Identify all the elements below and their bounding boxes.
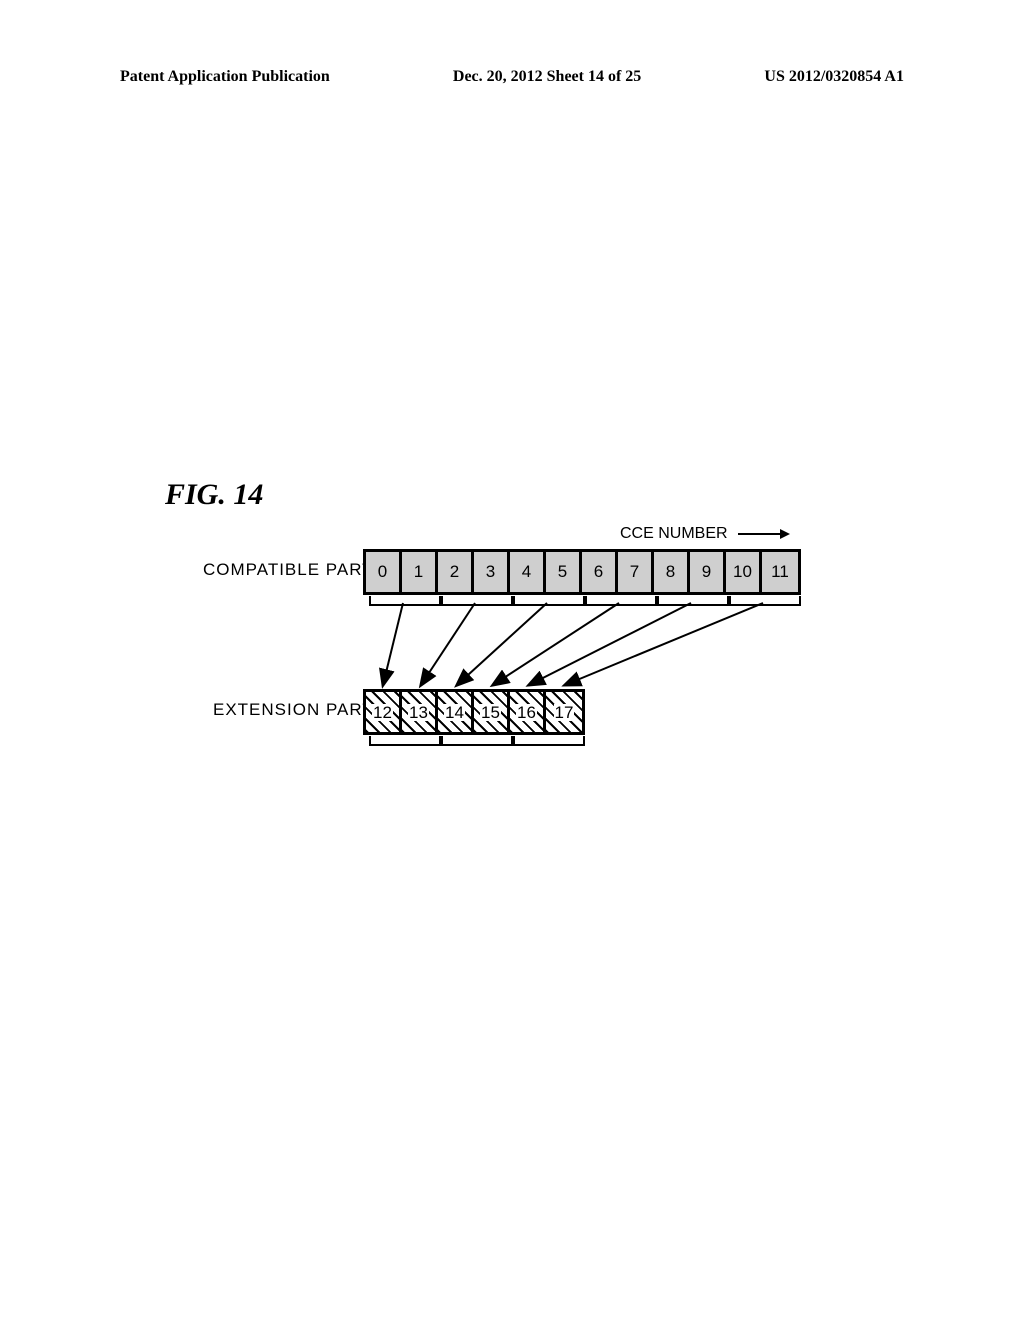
pair-bracket [441, 736, 513, 746]
cce-cell: 2 [438, 552, 474, 592]
pair-bracket [369, 596, 441, 606]
cce-cell: 10 [726, 552, 762, 592]
figure-label: FIG. 14 [165, 478, 263, 512]
compatible-part-label: COMPATIBLE PART [203, 560, 374, 580]
pair-bracket [513, 736, 585, 746]
pair-bracket [657, 596, 729, 606]
cce-cell: 14 [438, 692, 474, 732]
mapping-arrow [421, 603, 475, 685]
cce-cell: 8 [654, 552, 690, 592]
mapping-arrow [457, 603, 547, 685]
mapping-arrows [0, 0, 1024, 1320]
cce-cell: 6 [582, 552, 618, 592]
cce-cell: 12 [366, 692, 402, 732]
pair-bracket [369, 736, 441, 746]
cce-cell: 7 [618, 552, 654, 592]
pair-bracket [585, 596, 657, 606]
mapping-arrow [565, 603, 763, 685]
mapping-arrow [493, 603, 619, 685]
cce-cell: 4 [510, 552, 546, 592]
pair-bracket [441, 596, 513, 606]
mapping-arrow [529, 603, 691, 685]
cce-cell: 3 [474, 552, 510, 592]
cce-cell: 9 [690, 552, 726, 592]
cce-number-label: CCE NUMBER [620, 525, 788, 543]
arrow-right-icon [738, 533, 788, 535]
cce-cell: 1 [402, 552, 438, 592]
cce-cell: 5 [546, 552, 582, 592]
header-center: Dec. 20, 2012 Sheet 14 of 25 [453, 68, 641, 86]
pair-bracket [513, 596, 585, 606]
page: Patent Application Publication Dec. 20, … [0, 0, 1024, 1320]
cce-cell: 13 [402, 692, 438, 732]
cce-cell: 16 [510, 692, 546, 732]
cce-cell: 11 [762, 552, 798, 592]
extension-row: 121314151617 [363, 689, 585, 735]
cce-number-text: CCE NUMBER [620, 525, 728, 543]
mapping-arrow [383, 603, 403, 685]
pair-bracket [729, 596, 801, 606]
cce-cell: 15 [474, 692, 510, 732]
compatible-row: 01234567891011 [363, 549, 801, 595]
header-right: US 2012/0320854 A1 [764, 68, 904, 86]
cce-cell: 17 [546, 692, 582, 732]
cce-cell: 0 [366, 552, 402, 592]
extension-part-label: EXTENSION PART [213, 700, 374, 720]
header-left: Patent Application Publication [120, 68, 330, 86]
patent-header: Patent Application Publication Dec. 20, … [0, 68, 1024, 86]
